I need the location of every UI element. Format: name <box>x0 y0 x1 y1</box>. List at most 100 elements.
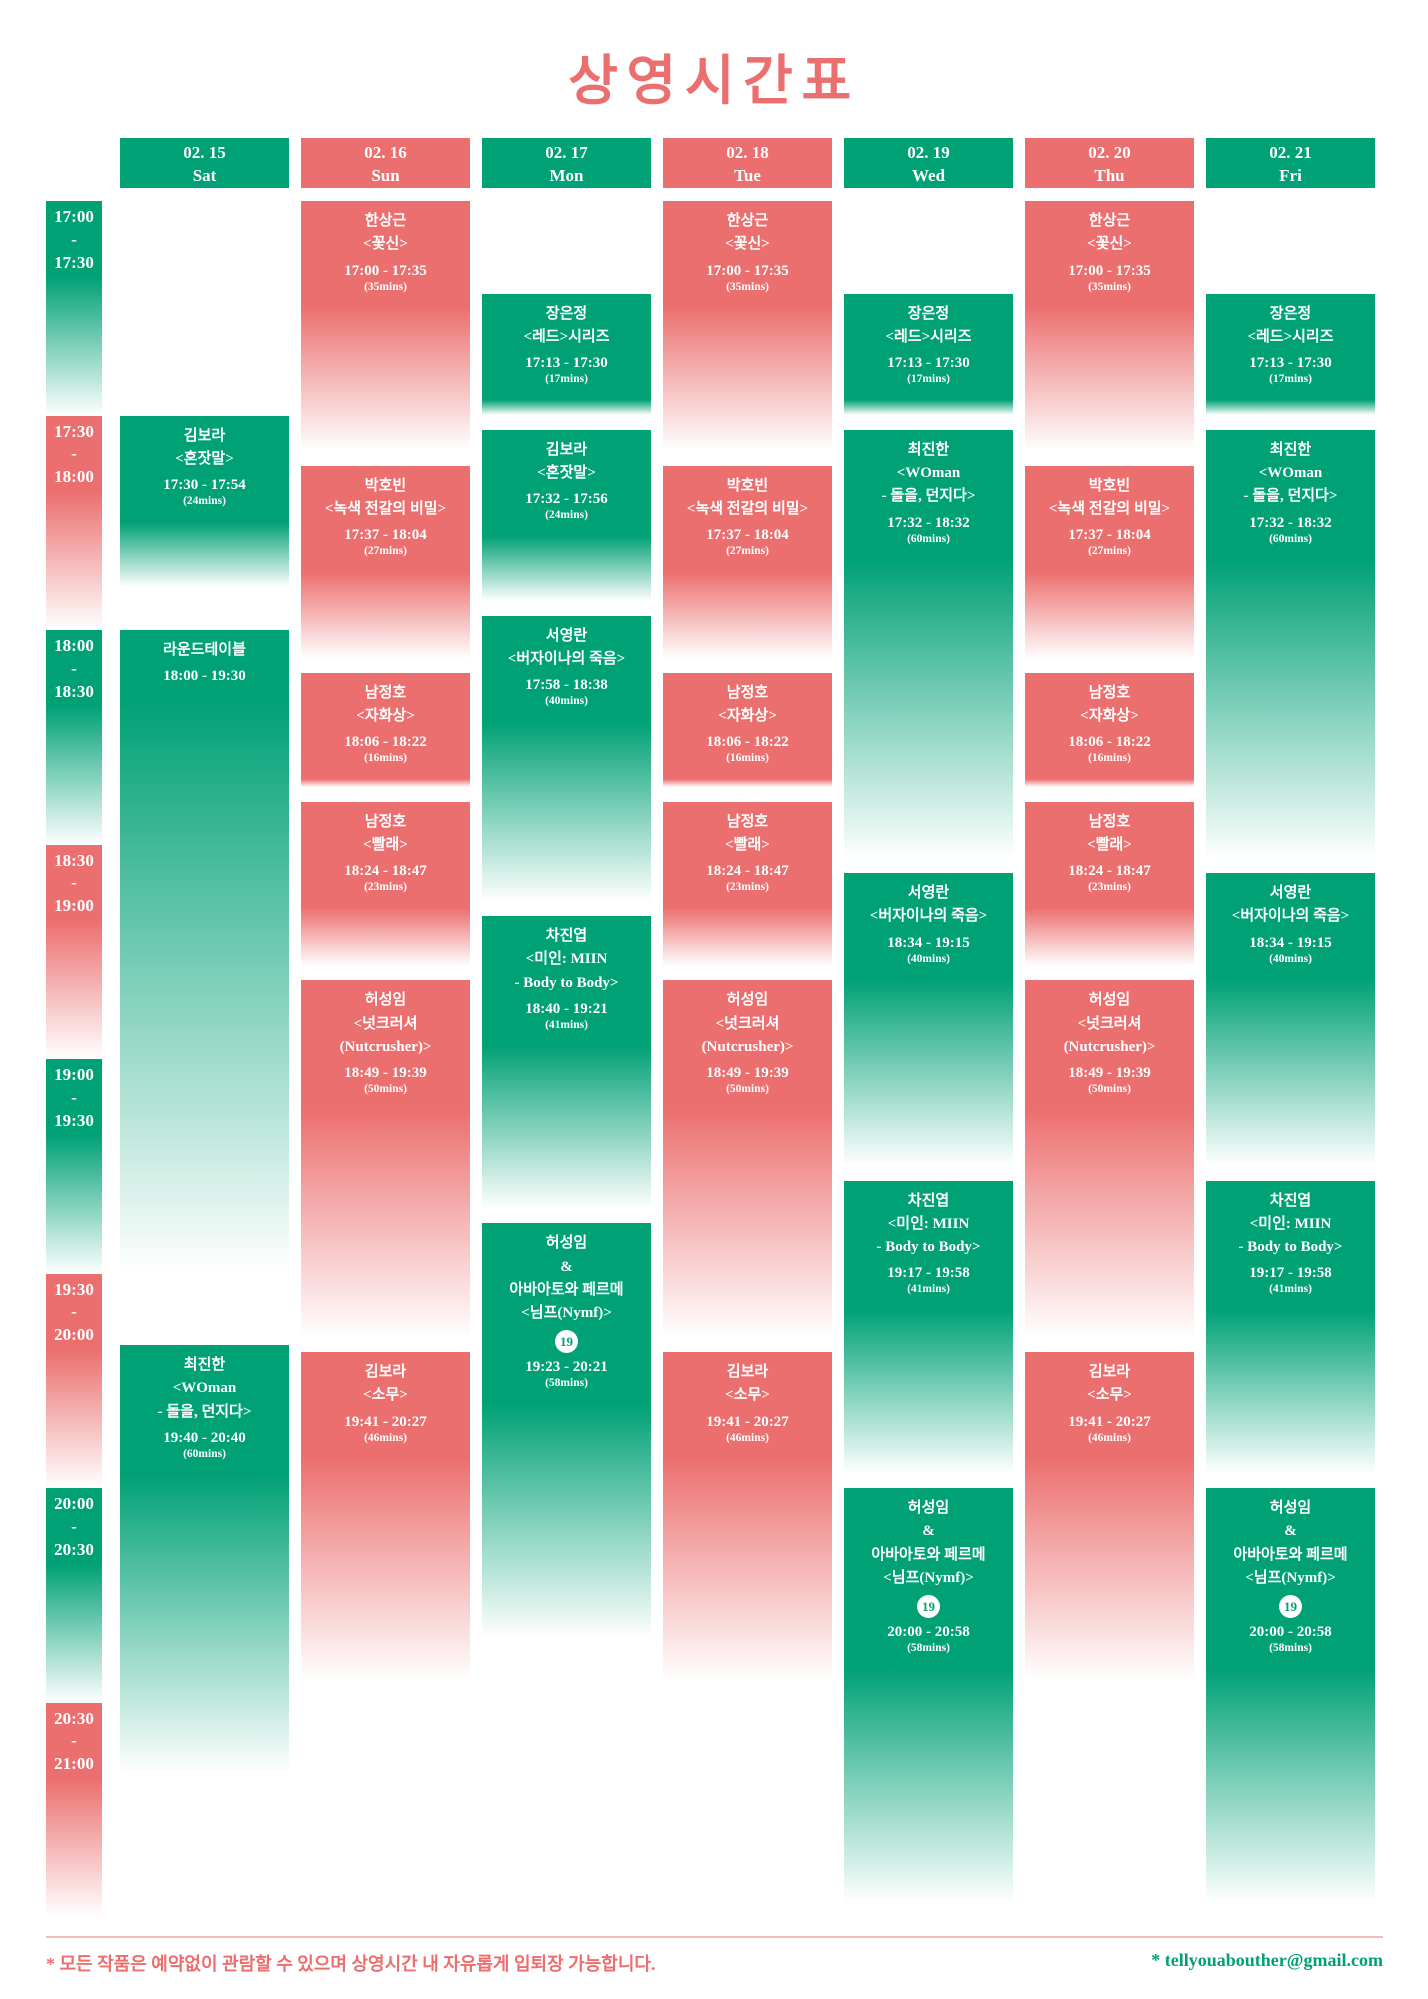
event-block: 한상근 <꽃신> 17:00 - 17:35 (35mins) <box>663 201 832 452</box>
event-duration: (40mins) <box>1269 952 1312 965</box>
event-block: 장은정 <레드>시리즈 17:13 - 17:30 (17mins) <box>482 293 651 416</box>
event-title-line: 허성임 <box>364 992 407 1009</box>
event-duration: (16mins) <box>364 752 407 765</box>
event-duration: (40mins) <box>545 695 588 708</box>
event-duration: (27mins) <box>1088 545 1131 558</box>
time-slot-label: 17:30 <box>54 421 94 441</box>
event-title-line: 서영란 <box>545 627 588 644</box>
time-slot-label: 19:30 <box>54 1110 94 1130</box>
day-header-date: 02. 21 <box>1269 143 1312 162</box>
event-time: 18:49 - 19:39 <box>344 1065 427 1082</box>
event-title-line: 남정호 <box>726 813 769 830</box>
day-header: 02. 21 Fri <box>1206 138 1375 188</box>
event-block: 허성임 <넛크러셔 (Nutcrusher)> 18:49 - 19:39 (50min… <box>663 980 832 1338</box>
event-title-line: 라운드테이블 <box>163 642 246 658</box>
event-time: 17:37 - 18:04 <box>706 527 789 544</box>
time-slot-label: 21:00 <box>54 1754 94 1774</box>
event-content: 남정호 <빨래> 18:24 - 18:47 (23mins) <box>663 802 832 894</box>
event-content: 한상근 <꽃신> 17:00 - 17:35 (35mins) <box>1025 201 1194 293</box>
event-block: 최진한 <WOman - 돌을, 던지다> 17:32 - 18:32 (60mins) <box>844 429 1013 859</box>
event-title-line: (Nutcrusher)> <box>339 1038 432 1055</box>
event-content: 라운드테이블 18:00 - 19:30 <box>120 630 289 685</box>
event-time: 17:13 - 17:30 <box>1249 355 1332 372</box>
event-block: 서영란 <버자이나의 죽음> 18:34 - 19:15 (40mins) <box>1206 873 1375 1167</box>
event-title-line: <녹색 전갈의 비밀> <box>324 500 447 517</box>
event-block: 최진한 <WOman - 돌을, 던지다> 17:32 - 18:32 (60mins) <box>1206 429 1375 859</box>
event-time: 17:32 - 18:32 <box>1249 514 1332 531</box>
day-header-weekday: Sun <box>371 165 400 185</box>
event-title-line: <소무> <box>1087 1387 1132 1404</box>
event-title-line: 장은정 <box>1269 305 1312 322</box>
event-block: 김보라 <혼잣말> 17:30 - 17:54 (24mins) <box>120 415 289 588</box>
event-content: 서영란 <버자이나의 죽음> 18:34 - 19:15 (40mins) <box>1206 873 1375 965</box>
event-title-line: 박호빈 <box>726 477 769 494</box>
event-title-line: 김보라 <box>1088 1364 1131 1381</box>
event-title-line: <미인: MIIN <box>887 1215 970 1232</box>
event-duration: (41mins) <box>1269 1283 1312 1296</box>
event-title-line: <빨래> <box>1087 836 1132 853</box>
event-title-line: <미인: MIIN <box>1249 1215 1332 1232</box>
event-time: 19:41 - 20:27 <box>1068 1413 1151 1430</box>
event-time: 19:40 - 20:40 <box>163 1429 246 1446</box>
event-title-line: <혼잣말> <box>537 465 596 482</box>
event-duration: (27mins) <box>726 545 769 558</box>
event-title-line: 허성임 <box>907 1500 950 1516</box>
event-time: 18:24 - 18:47 <box>344 863 427 880</box>
time-slot-label: - <box>71 1731 77 1751</box>
time-slot-label: 20:30 <box>54 1539 94 1559</box>
event-title-line: - 돌을, 던지다> <box>157 1403 252 1420</box>
day-header-date: 02. 17 <box>545 143 588 162</box>
event-title-line: 허성임 <box>545 1235 588 1252</box>
event-duration: (58mins) <box>545 1377 588 1390</box>
time-slot-label: 18:30 <box>54 850 94 870</box>
event-block: 차진엽 <미인: MIIN - Body to Body> 19:17 - 19:58… <box>1206 1180 1375 1474</box>
time-slot: 19:00 - 19:30 <box>46 1059 102 1274</box>
event-time: 18:34 - 19:15 <box>887 934 970 951</box>
event-duration: (46mins) <box>1088 1431 1131 1444</box>
day-header-weekday: Tue <box>734 165 761 185</box>
event-title-line: <버자이나의 죽음> <box>869 908 988 925</box>
event-duration: (60mins) <box>183 1447 226 1460</box>
day-header-weekday: Thu <box>1094 165 1125 185</box>
event-time: 18:06 - 18:22 <box>344 734 427 751</box>
event-title-line: 서영란 <box>907 885 950 902</box>
event-block: 한상근 <꽃신> 17:00 - 17:35 (35mins) <box>1025 201 1194 452</box>
time-slot-label: 17:30 <box>54 252 94 272</box>
day-header-weekday: Wed <box>911 165 946 185</box>
event-title-line: <넛크러셔 <box>1077 1015 1142 1032</box>
day-header: 02. 19 Wed <box>844 138 1013 188</box>
event-content: 허성임 <넛크러셔 (Nutcrusher)> 18:49 - 19:39 (50min… <box>301 980 470 1095</box>
event-title-line: <소무> <box>725 1387 770 1404</box>
event-title-line: 한상근 <box>1088 213 1131 229</box>
time-slot-label: - <box>71 658 77 678</box>
time-slot-label: 18:00 <box>54 467 94 487</box>
day-header-date: 02. 16 <box>364 143 407 162</box>
event-title-line: <미인: MIIN <box>525 951 608 968</box>
event-title-line: 장은정 <box>545 305 588 322</box>
event-title-line: 허성임 <box>726 992 769 1009</box>
event-content: 최진한 <WOman - 돌을, 던지다> 19:40 - 20:40 (60mins) <box>120 1345 289 1460</box>
event-content: 차진엽 <미인: MIIN - Body to Body> 18:40 - 19:21… <box>482 916 651 1031</box>
event-block: 차진엽 <미인: MIIN - Body to Body> 19:17 - 19:58… <box>844 1180 1013 1474</box>
event-content: 허성임 & 아바아토와 페르메 <님프(Nymf)> 19 20:00 - 20:58 (5… <box>844 1488 1013 1654</box>
event-time: 17:32 - 17:56 <box>525 491 608 508</box>
event-block: 한상근 <꽃신> 17:00 - 17:35 (35mins) <box>301 201 470 452</box>
event-block: 서영란 <버자이나의 죽음> 17:58 - 18:38 (40mins) <box>482 615 651 902</box>
event-duration: (24mins) <box>183 495 226 507</box>
event-title-line: <WOman <box>1258 465 1323 482</box>
time-slot-label: - <box>71 444 77 464</box>
event-block: 허성임 <넛크러셔 (Nutcrusher)> 18:49 - 19:39 (50min… <box>1025 980 1194 1338</box>
event-title-line: & <box>922 1523 935 1540</box>
event-content: 박호빈 <녹색 전갈의 비밀> 17:37 - 18:04 (27mins) <box>663 466 832 558</box>
event-time: 18:49 - 19:39 <box>1068 1065 1151 1082</box>
event-time: 20:00 - 20:58 <box>1249 1624 1332 1640</box>
event-duration: (35mins) <box>1088 280 1131 293</box>
event-title-line: <빨래> <box>725 836 770 853</box>
event-content: 김보라 <혼잣말> 17:30 - 17:54 (24mins) <box>120 416 289 508</box>
time-slot-label: 19:00 <box>54 896 94 916</box>
event-block: 박호빈 <녹색 전갈의 비밀> 17:37 - 18:04 (27mins) <box>663 465 832 659</box>
event-duration: (16mins) <box>726 752 769 765</box>
day-header-date: 02. 20 <box>1088 143 1131 162</box>
